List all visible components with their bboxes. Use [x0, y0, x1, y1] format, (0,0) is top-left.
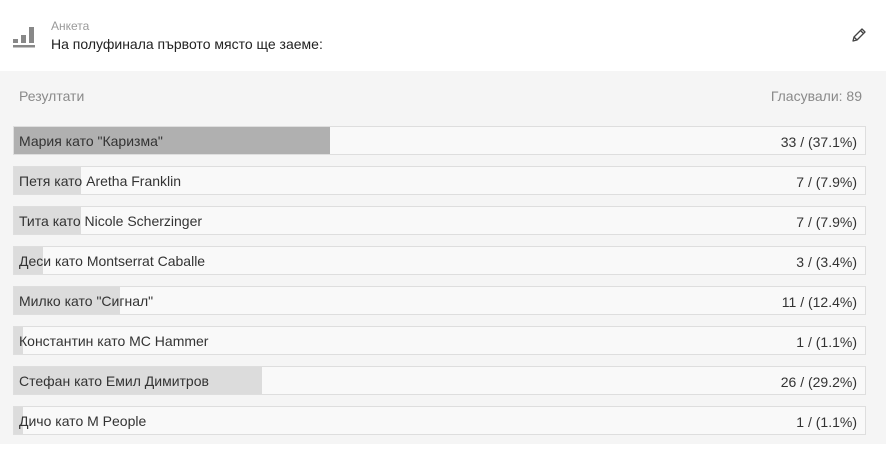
result-bar	[14, 207, 82, 234]
option-label: Константин като MC Hammer	[19, 333, 209, 349]
poll-option-row[interactable]: Петя като Aretha Franklin 7 / (7.9%)	[13, 166, 866, 195]
poll-option-row[interactable]: Деси като Montserrat Caballe 3 / (3.4%)	[13, 246, 866, 275]
voted-count: Гласували: 89	[770, 88, 862, 104]
option-label: Петя като Aretha Franklin	[19, 173, 182, 189]
poll-option-row[interactable]: Милко като "Сигнал" 11 / (12.4%)	[13, 286, 866, 315]
option-count: 1 / (1.1%)	[796, 414, 857, 430]
result-bar	[14, 367, 263, 394]
option-count: 11 / (12.4%)	[781, 294, 857, 310]
option-label: Дичо като M People	[19, 413, 147, 429]
result-bar	[14, 407, 24, 434]
option-label: Мария като "Каризма"	[19, 133, 163, 149]
poll-option-row[interactable]: Стефан като Емил Димитров 26 / (29.2%)	[13, 366, 866, 395]
option-count: 26 / (29.2%)	[780, 374, 857, 390]
result-bar	[14, 247, 43, 274]
poll-kicker: Анкета	[51, 19, 90, 33]
option-label: Стефан като Емил Димитров	[19, 373, 209, 389]
result-bar	[14, 327, 24, 354]
pencil-icon[interactable]	[850, 26, 868, 44]
option-count: 3 / (3.4%)	[796, 254, 857, 270]
option-label: Деси като Montserrat Caballe	[19, 253, 206, 269]
result-bar	[14, 167, 82, 194]
result-bar	[14, 127, 330, 154]
option-count: 7 / (7.9%)	[796, 214, 857, 230]
results-label: Резултати	[19, 88, 85, 104]
poll-option-row[interactable]: Дичо като M People 1 / (1.1%)	[13, 406, 866, 435]
result-bar	[14, 287, 120, 314]
poll-header: Анкета На полуфинала първото място ще за…	[0, 0, 886, 71]
option-count: 33 / (37.1%)	[780, 134, 857, 150]
poll-option-row[interactable]: Мария като "Каризма" 33 / (37.1%)	[13, 126, 866, 155]
bar-chart-icon	[13, 27, 35, 48]
results-panel: Резултати Гласували: 89 Мария като "Кари…	[0, 71, 886, 444]
option-label: Тита като Nicole Scherzinger	[19, 213, 203, 229]
option-count: 7 / (7.9%)	[796, 174, 857, 190]
poll-option-row[interactable]: Константин като MC Hammer 1 / (1.1%)	[13, 326, 866, 355]
option-count: 1 / (1.1%)	[796, 334, 857, 350]
poll-question: На полуфинала първото място ще заеме:	[51, 36, 323, 52]
option-label: Милко като "Сигнал"	[19, 293, 154, 309]
poll-option-row[interactable]: Тита като Nicole Scherzinger 7 / (7.9%)	[13, 206, 866, 235]
